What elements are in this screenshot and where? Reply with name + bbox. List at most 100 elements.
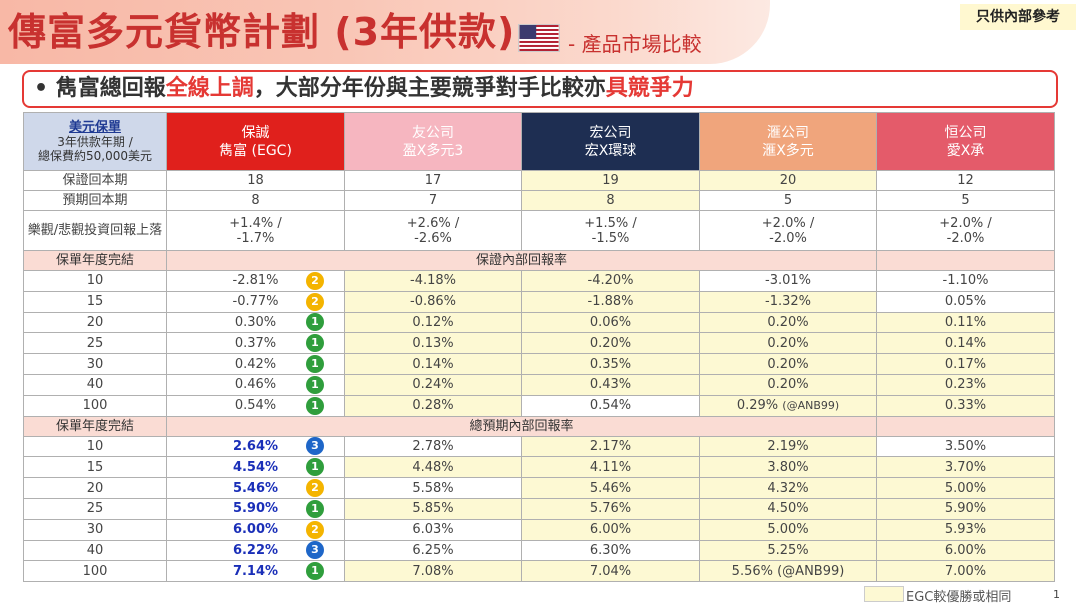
egc-value: 0.46% [234,377,277,393]
subtitle: - 產品市場比較 [568,32,702,56]
policy-year: 40 [23,373,167,396]
rank-badge: 3 [306,437,324,456]
cell-value: 4.50% [767,501,809,517]
company-header-you: 友公司 盈X多元3 [344,112,522,171]
us-flag-icon [518,24,560,52]
row-label: 預期回本期 [23,190,167,211]
cell-value: 2.19% [767,438,809,454]
table-row: 25 0.37% 1 0.13% 0.20% 0.20% 0.14% [23,332,1055,355]
table-cell: 0.20% [521,332,700,355]
cell-value: 0.54% [589,398,632,414]
company-header-heng: 恒公司 愛X承 [876,112,1055,171]
egc-cell: 5.46% 2 [166,477,345,499]
table-cell: 5.00% [699,518,877,541]
total-irr-body: 10 2.64% 3 2.78% 2.17% 2.19% 3.50% 15 4.54% 1 4.48… [23,435,1055,583]
cell-value: 0.35% [589,356,632,372]
cell-value: 6.00% [944,542,987,558]
table-cell: 5.85% [344,497,522,520]
section-title: 總預期內部回報率 [166,415,877,437]
cell-value: 5.46% [589,480,632,496]
rank-badge: 1 [306,562,324,581]
banner-highlight-2: 具競爭力 [605,76,694,101]
table-cell: 6.30% [521,539,700,562]
cell-value: 6.30% [589,542,632,558]
rank-badge: 1 [306,375,324,394]
company-header-egc: 保誠 雋富 (EGC) [166,112,345,171]
egc-cell: 7.14% 1 [166,560,345,583]
table-row: 30 6.00% 2 6.03% 6.00% 5.00% 5.93% [23,518,1055,541]
cell-value: 7.08% [412,563,454,579]
cell-value: 2.17% [589,438,632,454]
table-cell: 0.29% (@ANB99) [699,394,877,417]
table-cell: 6.00% [521,518,700,541]
section-label: 保單年度完結 [23,250,167,271]
table-cell: 6.00% [876,539,1055,562]
egc-value: 6.22% [232,542,279,558]
cell-value: 0.20% [767,314,809,330]
bullet: • [34,76,49,101]
info-row: 樂觀/悲觀投資回報上落 +1.4% / -1.7% +2.6% / -2.6% +1… [23,210,1055,251]
section-title: 保證內部回報率 [166,250,877,271]
company-name: 滙公司 [767,124,809,141]
egc-cell: 0.30% 1 [166,311,345,334]
internal-use-tag: 只供內部參考 [960,4,1076,30]
cell-value: 5.85% [412,501,454,517]
info-row: 預期回本期 8 7 8 5 5 [23,190,1055,211]
plan-name: 盈X多元3 [402,142,464,159]
comparison-table: 美元保單 3年供款年期 / 總保費約50,000美元 保誠 雋富 (EGC) 友… [23,112,1055,583]
table-cell: 0.11% [876,311,1055,334]
rank-badge: 1 [306,458,324,477]
egc-value: -0.77% [232,294,279,310]
egc-cell: 2.64% 3 [166,435,345,458]
table-cell: 4.48% [344,456,522,479]
section-filler [876,250,1055,271]
table-cell: 0.05% [876,290,1055,313]
rank-badge: 1 [306,499,324,518]
table-row: 100 7.14% 1 7.08% 7.04% 5.56% (@ANB99) 7.00% [23,560,1055,583]
table-cell: 6.25% [344,539,522,562]
table-row: 15 -0.77% 2 -0.86% -1.88% -1.32% 0.05% [23,290,1055,313]
table-cell: -4.20% [521,270,700,292]
company-header-hui: 滙公司 滙X多元 [699,112,877,171]
table-cell: 7.00% [876,560,1055,583]
rank-badge: 2 [306,520,324,539]
plan-name: 滙X多元 [762,142,814,159]
cell-value: -4.20% [587,273,634,289]
rank-badge: 2 [306,292,324,311]
cell-value: -3.01% [765,273,811,289]
table-cell: +1.5% / -1.5% [521,210,700,251]
cell-value: 5.25% [767,542,809,558]
cell-value: -1.88% [587,294,634,310]
table-cell: 3.80% [699,456,877,479]
policy-year: 25 [23,332,167,355]
policy-year: 15 [23,290,167,313]
cell-line: +1.4% / [229,215,282,231]
cell-value: 5.76% [589,501,632,517]
egc-value: 7.14% [232,563,279,579]
table-cell: 0.12% [344,311,522,334]
guaranteed-irr-body: 10 -2.81% 2 -4.18% -4.20% -3.01% -1.10% 15 -0.77… [23,270,1055,417]
banner-text-1: 雋富總回報 [55,76,166,101]
table-cell: 5.56% (@ANB99) [699,560,877,583]
egc-value: 0.42% [234,356,277,372]
table-cell: 0.14% [876,332,1055,355]
table-cell: 2.17% [521,435,700,458]
rank-badge: 1 [306,334,324,353]
table-cell: 4.11% [521,456,700,479]
rank-badge: 1 [306,355,324,374]
policy-year: 100 [23,394,167,417]
table-cell: 0.06% [521,311,700,334]
cell-line: -1.5% [591,230,630,246]
title-band [0,0,770,64]
section-label: 保單年度完結 [23,415,167,437]
policy-year: 20 [23,477,167,499]
summary-banner: • 雋富總回報全線上調，大部分年份與主要競爭對手比較亦具競爭力 [22,70,1058,108]
legend-label: EGC較優勝或相同 [906,590,1012,605]
cell-value: 0.20% [767,377,809,393]
cell-value: 5.58% [412,480,454,496]
table-cell: +2.0% / -2.0% [876,210,1055,251]
cell-line: -2.0% [769,230,807,246]
table-cell: 0.54% [521,394,700,417]
table-cell: 6.03% [344,518,522,541]
table-cell: 2.78% [344,435,522,458]
